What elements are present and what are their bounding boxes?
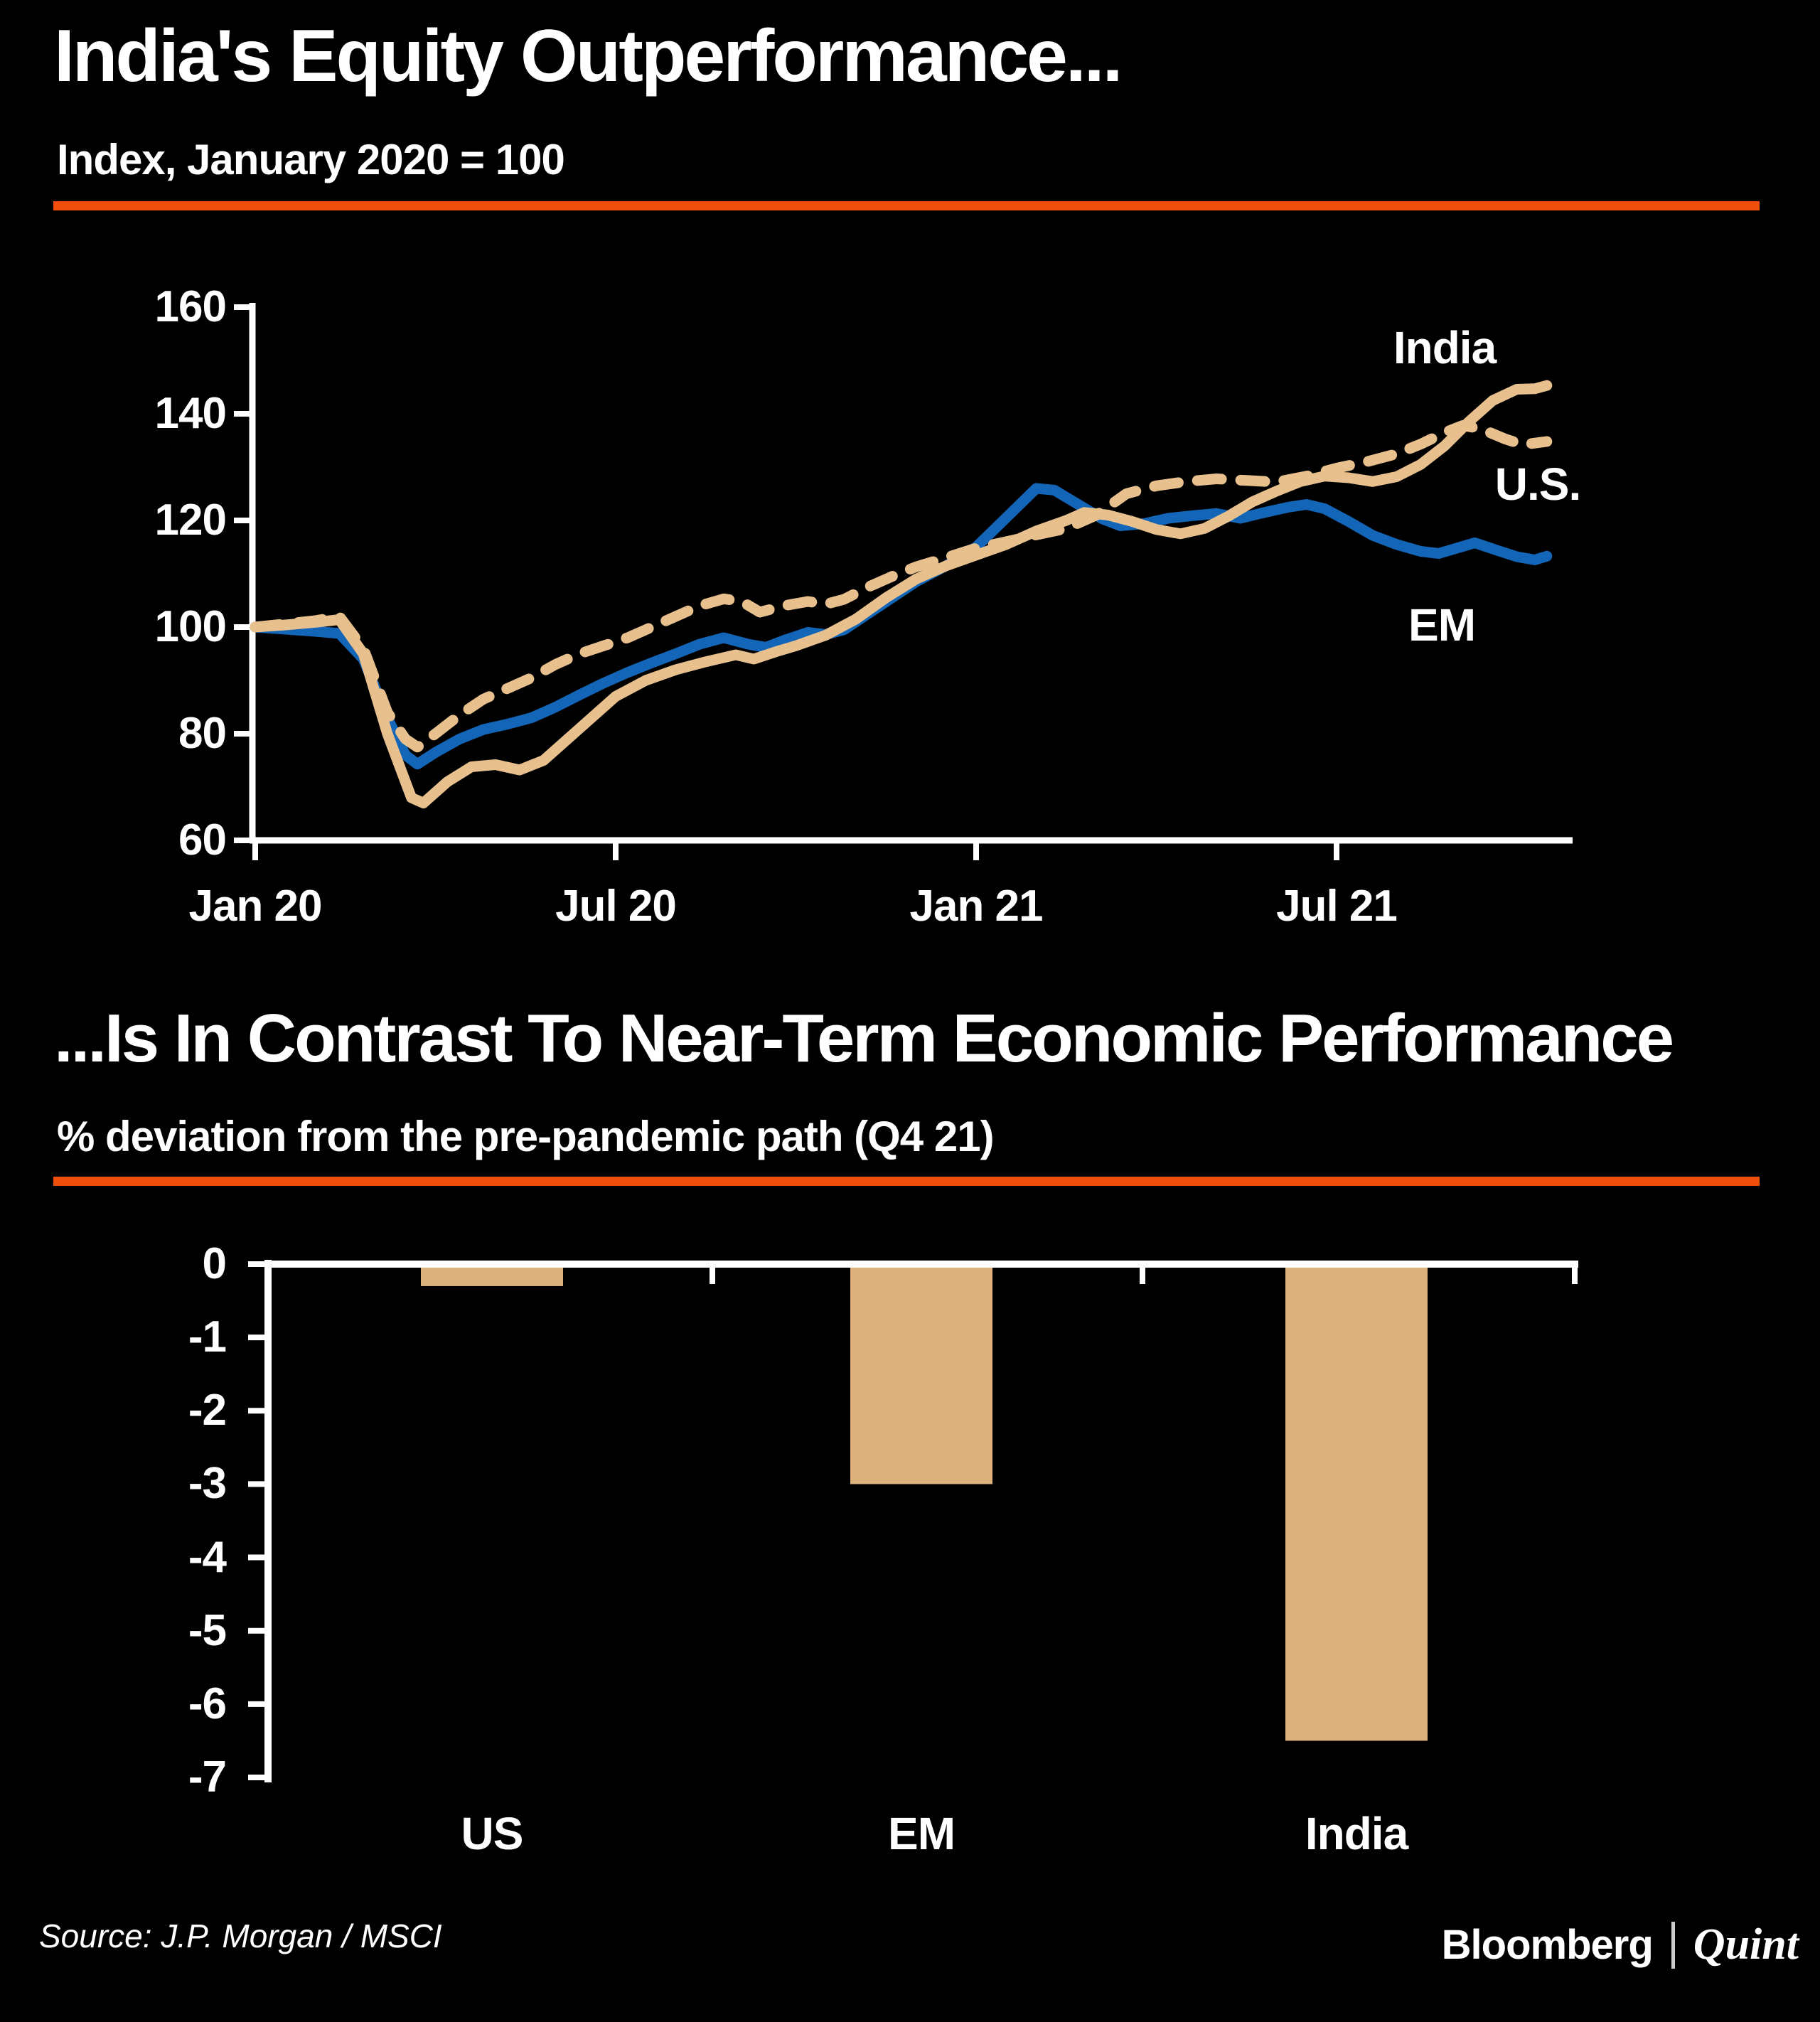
bar-category-label: US (461, 1808, 524, 1859)
bar-category-label: EM (888, 1808, 956, 1859)
y-tick-label: 80 (178, 709, 227, 758)
india-line (250, 380, 1553, 808)
bar-y-tick-label: -5 (188, 1605, 227, 1655)
y-tick-label: 160 (154, 282, 227, 331)
bar-y-tick-label: -1 (188, 1312, 227, 1362)
legend-us: U.S. (1494, 459, 1581, 510)
legend-india: India (1393, 322, 1497, 373)
quint-wordmark: Quint (1693, 1920, 1799, 1969)
y-tick-label: 120 (154, 496, 227, 545)
chart2-subtitle: % deviation from the pre-pandemic path (… (57, 1113, 995, 1160)
bar-y-tick-label: -7 (188, 1752, 227, 1802)
chart1-subtitle: Index, January 2020 = 100 (57, 136, 565, 183)
y-tick-label: 140 (154, 389, 227, 438)
bar-us (421, 1268, 563, 1286)
bar-em (850, 1268, 992, 1485)
bar-y-tick-label: -2 (188, 1386, 227, 1435)
bar-y-tick-label: 0 (202, 1239, 227, 1288)
logo-separator-bar (1671, 1921, 1675, 1969)
bar-y-tick-label: -3 (188, 1459, 227, 1509)
source-note: Source: J.P. Morgan / MSCI (39, 1917, 442, 1954)
chart1-title: India's Equity Outperformance... (54, 15, 1123, 97)
chart1-divider-rule (53, 201, 1760, 210)
x-tick-label: Jul 20 (555, 882, 677, 931)
bar-y-tick-label: -4 (188, 1532, 227, 1582)
x-tick-label: Jul 21 (1276, 882, 1398, 931)
bar-y-tick-label: -6 (188, 1679, 227, 1728)
y-tick-label: 100 (154, 602, 227, 651)
bloomberg-wordmark: Bloomberg (1441, 1922, 1654, 1968)
bar-category-label: India (1305, 1808, 1408, 1859)
x-tick-label: Jan 21 (909, 882, 1043, 931)
us-line (250, 420, 1553, 753)
bloomberg-quint-logo: Bloomberg Quint (1442, 1920, 1799, 1970)
bar-india (1285, 1268, 1428, 1741)
chart2-title: ...Is In Contrast To Near-Term Economic … (54, 1000, 1674, 1076)
chart2-divider-rule (53, 1177, 1760, 1186)
legend-em: EM (1408, 599, 1476, 651)
y-tick-label: 60 (178, 815, 227, 865)
x-tick-label: Jan 20 (188, 882, 322, 931)
